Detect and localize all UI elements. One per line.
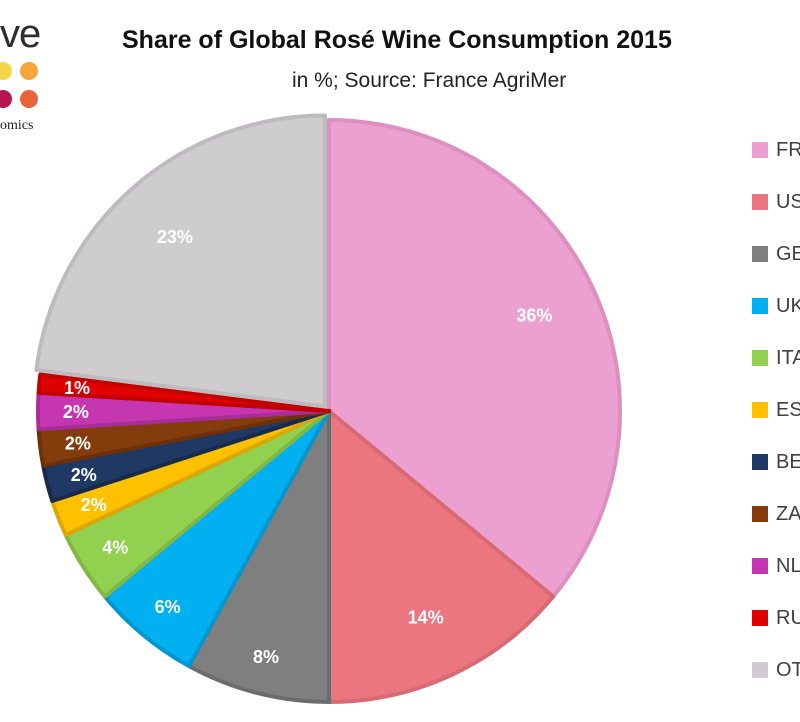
legend-label: OT [776,659,800,681]
logo-dot-orange [20,62,38,80]
legend-label: NL [776,555,800,577]
pie-slice-ot [34,113,328,409]
brand-logo: ve omics [0,0,60,140]
data-label-fr: 36% [516,305,552,325]
data-label-us: 14% [408,607,444,627]
data-label-ita: 4% [102,538,128,558]
legend-label: FR [776,139,800,161]
logo-subtext: omics [0,118,34,133]
pie-slice-us [327,409,556,704]
pie-slice-ge [186,409,331,704]
pie-slice-ru [36,372,331,413]
legend-label: ZA [776,503,800,525]
chart-title: Share of Global Rosé Wine Consumption 20… [122,26,672,54]
legend-label: BE [776,451,800,473]
legend-swatch [752,402,768,418]
data-label-es: 2% [81,495,107,515]
legend-swatch [752,350,768,366]
data-label-ge: 8% [253,647,279,667]
data-label-be: 2% [71,465,97,485]
legend-swatch [752,194,768,210]
legend-swatch [752,610,768,626]
legend-swatch [752,506,768,522]
legend-swatch [752,246,768,262]
legend-swatch [752,454,768,470]
legend-swatch [752,142,768,158]
logo-dot-crimson [0,90,12,108]
data-label-za: 2% [65,434,91,454]
legend-label: RU [776,607,800,629]
chart-subtitle: in %; Source: France AgriMer [292,69,567,92]
chart-legend: FR US GE UK ITA ES BE ZA NL RU OT [752,138,800,722]
logo-dot-coral [20,90,38,108]
pie-slice-fr [327,118,622,599]
logo-dot-yellow [0,62,12,80]
legend-swatch [752,662,768,678]
legend-swatch [752,298,768,314]
legend-label: UK [776,295,800,317]
legend-swatch [752,558,768,574]
data-label-ru: 1% [64,378,90,398]
data-label-ot: 23% [157,227,193,247]
data-label-nl: 2% [63,402,89,422]
legend-label: ITA [776,347,800,369]
legend-label: ES [776,399,800,421]
legend-label: US [776,191,800,213]
legend-label: GE [776,243,800,265]
data-label-uk: 6% [155,597,181,617]
logo-wordmark: ve [0,12,41,56]
